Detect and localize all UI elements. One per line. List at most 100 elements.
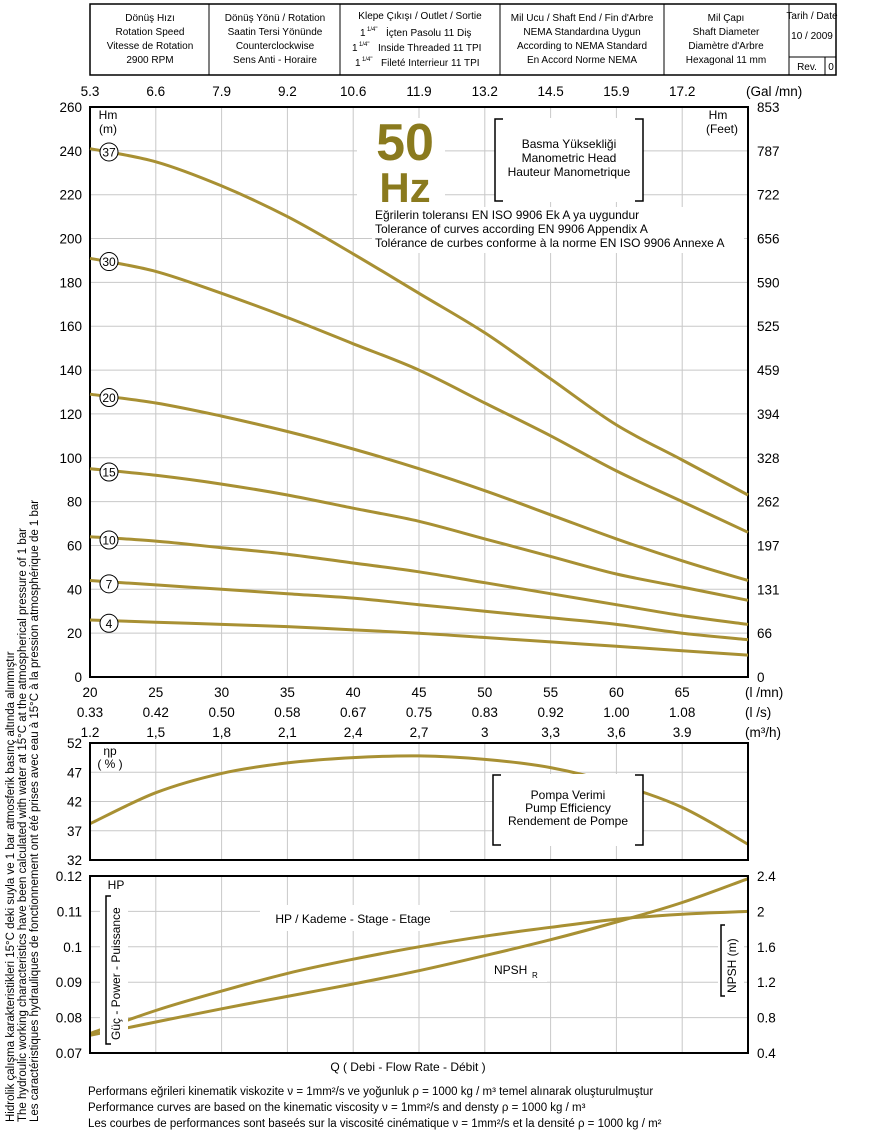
header-direction-cell: Dönüş Yönü / Rotation Saatin Tersi Yönün… [225, 13, 325, 66]
m3h-tick-label: 2,1 [278, 725, 297, 740]
footer-line-fr: Les courbes de performances sont baseés … [88, 1118, 662, 1130]
badge-backdrop [357, 118, 445, 208]
side-note-fr: Les caractéristiques hydrauliques de fon… [29, 500, 41, 1122]
npsh-curve [89, 877, 749, 1037]
eff-ytick-label: 42 [67, 795, 82, 810]
head-y2tick-label: 722 [757, 188, 780, 203]
stage-label-30: 30 [102, 255, 116, 269]
npsh-ytick-label: 0.4 [757, 1046, 776, 1061]
tolerance-line-3: Tolérance de curbes conforme à la norme … [375, 236, 725, 250]
rev-label: Rev. [797, 62, 817, 73]
gal-tick-label: 5.3 [81, 84, 100, 99]
head-ytick-label: 100 [59, 451, 82, 466]
head-y2tick-label: 131 [757, 582, 780, 597]
stage-marker-15 [99, 462, 119, 482]
header-outlet-cell: Klepe Çıkışı / Outlet / Sortie 1 1/4" İç… [352, 11, 482, 69]
head-y2tick-label: 656 [757, 232, 780, 247]
power-ytick-label: 0.09 [56, 975, 82, 990]
head-curve-37 [89, 147, 749, 497]
head-curve-7 [89, 579, 749, 642]
m3h-tick-label: 2,4 [344, 725, 363, 740]
lmin-tick-label: 45 [411, 685, 426, 700]
m3h-tick-label: 3.9 [673, 725, 692, 740]
stage-label-4: 4 [106, 617, 113, 631]
eff-legend-line-2: Pump Efficiency [525, 801, 611, 815]
footer-line-en: Performance curves are based on the kine… [88, 1102, 586, 1114]
efficiency-grid [90, 742, 748, 861]
lmin-tick-label: 50 [477, 685, 492, 700]
ls-tick-label: 0.42 [143, 705, 169, 720]
eff-ytick-label: 37 [67, 824, 82, 839]
npsh-ytick-label: 1.2 [757, 975, 776, 990]
side-note-tr: Hidrolik çalışma karakteristikleri 15°C … [5, 651, 17, 1122]
head-legend-line-1: Basma Yüksekliği [522, 137, 617, 151]
badge-50: 50 [376, 114, 434, 172]
shaftend-line-1: Mil Ucu / Shaft End / Fin d'Arbre [511, 13, 654, 24]
head-axes: 0204060801001201401601802002202402600661… [59, 84, 802, 740]
lmin-tick-label: 55 [543, 685, 558, 700]
shaftend-line-3: According to NEMA Standard [517, 41, 647, 52]
npsh-ylabel: NPSH (m) [725, 938, 739, 993]
npsh-ylabel-bracket [720, 924, 725, 997]
tolerance-backdrop [372, 207, 744, 253]
diameter-line-3: Diamètre d'Arbre [688, 41, 764, 52]
head-y2tick-label: 0 [757, 670, 765, 685]
head-y2tick-label: 262 [757, 495, 780, 510]
head-ylabel-2: (m) [99, 122, 117, 136]
power-curves [89, 877, 749, 1037]
outlet-line-1: İçten Pasolu 11 Diş [386, 26, 471, 39]
m3h-tick-label: 1,5 [146, 725, 165, 740]
direction-line-2: Saatin Tersi Yönünde [228, 27, 323, 38]
power-axes: 0.07 0.08 0.09 0.1 0.11 0.12 0.4 0.8 1.2 1.6 2 2.4 [56, 869, 777, 1061]
efficiency-axes: 32 37 42 47 52 [67, 736, 82, 868]
m3h-tick-label: 3,3 [541, 725, 560, 740]
side-note-en: The hydroulic working characteristics ha… [17, 528, 29, 1122]
head-ytick-label: 0 [74, 670, 82, 685]
power-label-backdrop [260, 905, 450, 931]
head-curve-20 [89, 392, 749, 582]
outlet-line-3: Fileté Interrieur 11 TPI [381, 58, 480, 69]
head-y2tick-label: 394 [757, 407, 780, 422]
npsh-curve-sub: R [532, 971, 538, 980]
head-y2tick-label: 328 [757, 451, 780, 466]
stage-marker-4 [99, 613, 119, 633]
speed-line-3: Vitesse de Rotation [107, 41, 194, 52]
lmin-tick-label: 25 [148, 685, 163, 700]
diameter-line-4: Hexagonal 11 mm [686, 55, 766, 66]
head-y2tick-label: 787 [757, 144, 780, 159]
power-ytick-label: 0.12 [56, 869, 82, 884]
side-note: Hidrolik çalışma karakteristikleri 15°C … [5, 500, 41, 1122]
head-ytick-label: 240 [59, 144, 82, 159]
power-ylabel-backdrop [100, 894, 128, 1048]
diameter-line-1: Mil Çapı [708, 13, 745, 24]
head-ytick-label: 120 [59, 407, 82, 422]
npsh-ytick-label: 0.8 [757, 1011, 776, 1026]
shaftend-line-2: NEMA Standardına Uygun [523, 27, 640, 38]
gal-axis-label: (Gal /mn) [746, 84, 802, 99]
power-grid [90, 875, 748, 1054]
stage-marker-30 [99, 252, 119, 272]
gal-tick-label: 11.9 [406, 84, 431, 99]
ls-tick-label: 0.92 [537, 705, 563, 720]
gal-tick-label: 17.2 [669, 84, 695, 99]
outlet-size-sup-1: 1/4" [367, 27, 377, 33]
gal-tick-label: 14.5 [537, 84, 563, 99]
lmin-tick-label: 35 [280, 685, 295, 700]
rev-value: 0 [828, 62, 834, 73]
stage-label-15: 15 [102, 466, 116, 480]
head-ytick-label: 160 [59, 319, 82, 334]
outlet-size-1: 1 [360, 28, 366, 39]
npsh-curve-label: NPSH [494, 963, 527, 977]
head-chart: 0204060801001201401601802002202402600661… [59, 84, 802, 740]
m3h-tick-label: 3 [481, 725, 489, 740]
m3h-tick-label: 1.2 [81, 725, 100, 740]
power-plot-frame [89, 875, 749, 1054]
m3h-axis-label: (m³/h) [745, 725, 781, 740]
ls-tick-label: 1.00 [603, 705, 629, 720]
header-shaftend-cell: Mil Ucu / Shaft End / Fin d'Arbre NEMA S… [511, 13, 654, 66]
header-speed-cell: Dönüş Hızı Rotation Speed Vitesse de Rot… [107, 13, 194, 66]
shaftend-line-4: En Accord Norme NEMA [527, 55, 637, 66]
ls-tick-label: 0.75 [406, 705, 432, 720]
eff-ytick-label: 32 [67, 853, 82, 868]
